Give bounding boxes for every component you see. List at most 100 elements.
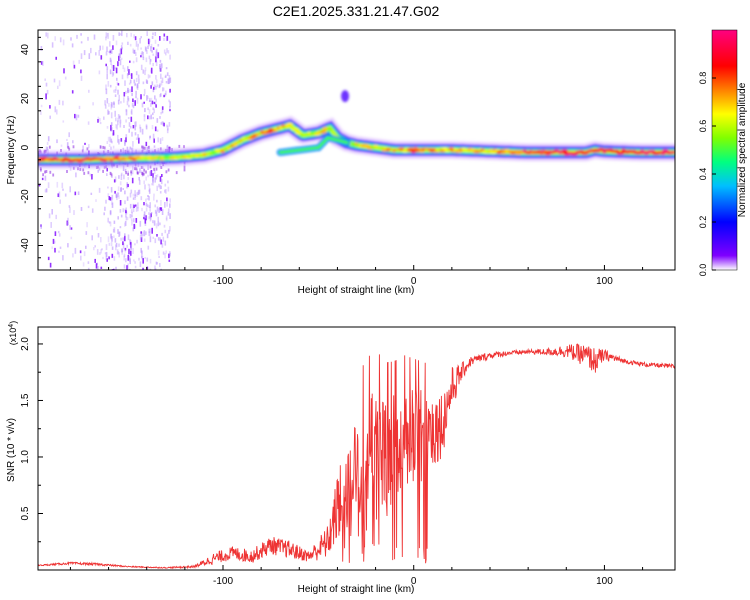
heatmap-noise-cell — [159, 207, 162, 210]
heatmap-noise-cell — [165, 217, 168, 220]
heatmap-noise-cell — [135, 71, 138, 76]
heatmap-noise-cell — [127, 66, 129, 72]
heatmap-noise-cell — [168, 146, 171, 150]
heatmap-noise-cell — [124, 220, 127, 226]
heatmap-noise-cell — [153, 86, 155, 90]
heatmap-ridge-peak — [198, 154, 205, 159]
heatmap-noise-cell — [137, 191, 139, 195]
heatmap-noise-cell — [133, 79, 136, 84]
heatmap-noise-cell — [158, 208, 160, 213]
heatmap-noise-cell — [47, 256, 50, 261]
heatmap-noise-cell — [140, 237, 143, 242]
heatmap-noise-cell — [135, 52, 137, 56]
chart-title: C2E1.2025.331.21.47.G02 — [273, 3, 440, 19]
heatmap-noise-cell — [140, 247, 142, 253]
heatmap-noise-cell — [74, 191, 77, 196]
heatmap-noise-cell — [115, 67, 118, 74]
heatmap-noise-cell — [134, 197, 137, 200]
heatmap-noise-cell — [120, 172, 123, 176]
heatmap-noise-cell — [45, 32, 47, 37]
heatmap-noise-cell — [118, 195, 120, 200]
heatmap-noise-cell — [150, 114, 152, 120]
heatmap-noise-cell — [80, 255, 82, 261]
heatmap-noise-cell — [111, 253, 114, 258]
heatmap-noise-cell — [123, 97, 125, 103]
heatmap-noise-cell — [40, 110, 42, 115]
heatmap-ridge-peak — [102, 158, 108, 162]
heatmap-noise-cell — [164, 183, 167, 187]
heatmap-noise-cell — [152, 181, 155, 186]
heatmap-noise-cell — [51, 209, 53, 215]
heatmap-noise-cell — [166, 145, 168, 151]
heatmap-noise-cell — [133, 259, 135, 262]
heatmap-noise-cell — [132, 218, 135, 223]
heatmap-noise-cell — [117, 89, 119, 95]
heatmap-noise-cell — [136, 239, 138, 244]
heatmap-noise-cell — [114, 176, 117, 182]
heatmap-noise-cell — [152, 236, 155, 239]
heatmap-noise-cell — [156, 234, 158, 237]
heatmap-noise-cell — [146, 95, 148, 101]
heatmap-noise-cell — [99, 118, 101, 122]
heatmap-noise-cell — [120, 174, 123, 180]
heatmap-noise-cell — [120, 138, 123, 142]
snr-x-tick-label: 0 — [411, 576, 417, 587]
heatmap-noise-cell — [140, 47, 142, 50]
heatmap-noise-cell — [53, 78, 56, 83]
heatmap-noise-cell — [129, 89, 131, 93]
heatmap-noise-cell — [155, 223, 158, 229]
heatmap-noise-cell — [143, 168, 146, 172]
heatmap-noise-cell — [154, 204, 156, 208]
heatmap-noise-cell — [109, 221, 112, 227]
heatmap-noise-cell — [127, 73, 129, 76]
heatmap-noise-cell — [165, 81, 168, 84]
heatmap-noise-cell — [169, 251, 171, 255]
heatmap-noise-cell — [145, 125, 148, 130]
snr-x-tick-label: 100 — [596, 576, 613, 587]
heatmap-noise-cell — [115, 124, 117, 129]
heatmap-noise-cell — [129, 125, 132, 129]
heatmap-noise-cell — [143, 214, 146, 219]
heatmap-noise-cell — [175, 171, 178, 175]
heatmap-noise-cell — [156, 262, 158, 265]
heatmap-noise-cell — [159, 176, 162, 182]
heatmap-noise-cell — [169, 40, 171, 44]
heatmap-noise-cell — [145, 215, 147, 221]
heatmap-noise-cell — [88, 144, 90, 149]
snr-y-multiplier-base: (x10 — [8, 328, 18, 346]
heatmap-noise-cell — [123, 67, 126, 72]
heatmap-noise-cell — [127, 263, 129, 269]
heatmap-noise-cell — [134, 100, 136, 106]
heatmap-noise-cell — [135, 218, 138, 223]
heatmap-noise-cell — [40, 224, 42, 229]
heatmap-noise-cell — [142, 231, 144, 237]
heatmap-noise-cell — [165, 90, 167, 96]
heatmap-noise-cell — [151, 35, 154, 39]
heatmap-noise-cell — [139, 126, 142, 133]
heatmap-noise-cell — [109, 197, 112, 201]
heatmap-noise-cell — [120, 187, 122, 192]
heatmap-noise-cell — [136, 168, 138, 174]
heatmap-noise-cell — [106, 33, 109, 37]
heatmap-noise-cell — [134, 194, 136, 198]
heatmap-noise-cell — [45, 82, 48, 87]
heatmap-noise-cell — [161, 106, 164, 110]
heatmap-noise-cell — [108, 242, 111, 246]
heatmap-noise-cell — [86, 222, 88, 228]
heatmap-noise-cell — [120, 48, 123, 55]
heatmap-noise-cell — [52, 173, 55, 177]
heatmap-noise-cell — [108, 143, 111, 147]
heatmap-noise-cell — [146, 31, 148, 36]
heatmap-noise-cell — [131, 92, 133, 97]
heatmap-noise-cell — [103, 116, 105, 120]
heatmap-noise-cell — [137, 207, 139, 212]
heatmap-noise-cell — [128, 104, 130, 108]
heatmap-noise-cell — [116, 249, 119, 255]
heatmap-noise-cell — [87, 36, 89, 41]
heatmap-noise-cell — [118, 32, 120, 36]
heatmap-noise-cell — [124, 200, 126, 205]
heatmap-noise-cell — [166, 128, 169, 134]
heatmap-noise-cell — [122, 65, 124, 70]
heatmap-noise-cell — [105, 84, 107, 90]
heatmap-noise-cell — [90, 47, 92, 54]
